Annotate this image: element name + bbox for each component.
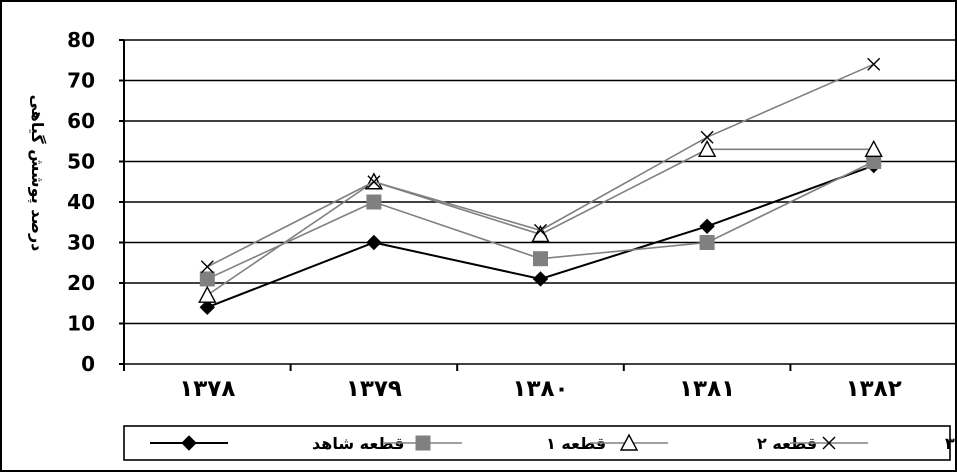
y-tick-label: 40: [67, 190, 95, 214]
y-tick-label: 80: [67, 28, 95, 52]
series-4: [200, 57, 881, 274]
legend-marker: [181, 435, 197, 451]
data-point-diamond: [199, 299, 216, 316]
data-point-diamond: [699, 218, 715, 235]
x-axis-ticks: ۱۳۷۸ ۱۳۷۹ ۱۳۸۰ ۱۳۸۱ ۱۳۸۲: [179, 376, 902, 402]
legend-entries: قطعه شاهد قطعه ۱ قطعه ۲ قطعه ۳: [150, 433, 957, 453]
legend-label: قطعه شاهد: [312, 434, 404, 453]
y-tick-label: 20: [67, 271, 95, 295]
legend-entry-2: قطعه ۱: [384, 434, 606, 453]
legend-entry-1: قطعه شاهد: [150, 434, 404, 453]
y-axis-ticks: 0 10 20 30 40 50 60 70 80: [67, 28, 95, 376]
series-1: [199, 157, 882, 316]
x-tick-label: ۱۳۸۱: [679, 376, 735, 402]
legend-marker: [619, 433, 639, 451]
legend: [123, 425, 951, 461]
legend-label: قطعه ۲: [757, 434, 817, 453]
series: [198, 57, 883, 316]
y-tick-label: 70: [67, 69, 95, 93]
y-tick-label: 10: [67, 312, 95, 336]
y-tick-label: 30: [67, 231, 95, 255]
x-tick-label: ۱۳۷۹: [346, 376, 402, 402]
data-point-square: [366, 194, 382, 210]
series-2: [199, 154, 882, 287]
legend-entry-3: قطعه ۲: [590, 433, 817, 453]
data-point-x: [700, 130, 714, 144]
y-axis-label: درصد پوشش گیاهی: [27, 95, 47, 252]
x-tick-label: ۱۳۷۸: [179, 376, 235, 402]
data-point-x: [534, 223, 547, 237]
x-tick-label: ۱۳۸۲: [846, 376, 902, 402]
data-point-triangle: [697, 139, 717, 158]
data-point-triangle: [198, 285, 217, 303]
data-point-x: [367, 175, 381, 189]
legend-marker: [822, 436, 836, 450]
data-point-square: [533, 251, 548, 267]
data-point-triangle: [864, 139, 883, 158]
y-tick-label: 0: [81, 352, 95, 376]
legend-label: قطعه ۳: [945, 434, 957, 453]
x-tick-label: ۱۳۸۰: [512, 376, 568, 402]
legend-marker: [415, 435, 431, 451]
y-tick-label: 50: [67, 150, 95, 174]
data-point-diamond: [366, 234, 382, 251]
data-point-square: [699, 235, 715, 250]
y-tick-label: 60: [67, 109, 95, 133]
legend-label: قطعه ۱: [546, 434, 606, 453]
data-point-x: [867, 57, 881, 71]
data-point-diamond: [532, 271, 549, 287]
data-point-x: [200, 260, 214, 274]
legend-entry-4: قطعه ۳: [790, 434, 957, 453]
data-point-square: [199, 271, 215, 287]
